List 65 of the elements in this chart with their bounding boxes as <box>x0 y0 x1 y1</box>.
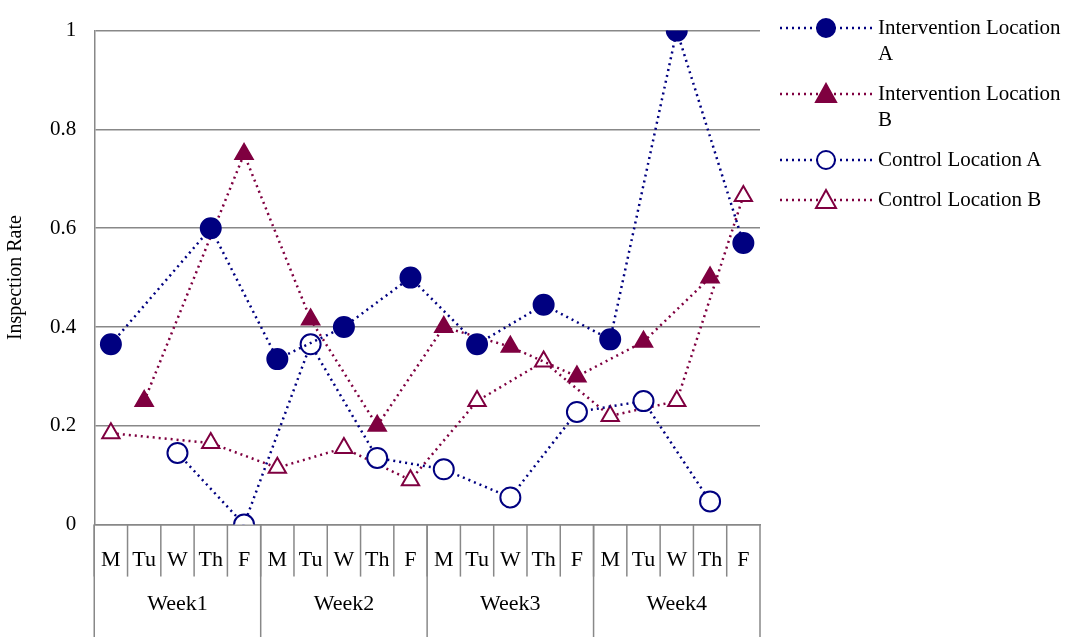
text: Week1 <box>147 590 208 616</box>
x-tick-label: F <box>737 545 750 571</box>
point <box>332 316 355 338</box>
x-tick-label: Th <box>364 545 390 571</box>
point <box>567 365 587 383</box>
point <box>732 232 755 255</box>
y-tick-label: 0.8 <box>50 115 77 140</box>
point <box>267 456 287 474</box>
x-tick-label: Th <box>198 545 223 571</box>
x-tick-label: Tu <box>298 545 323 571</box>
point <box>565 400 588 423</box>
point <box>166 441 189 464</box>
point <box>466 333 489 356</box>
point <box>101 422 121 440</box>
point <box>467 390 487 408</box>
point <box>633 330 654 348</box>
text: Week2 <box>313 590 375 616</box>
point <box>134 390 154 408</box>
point <box>533 350 554 368</box>
point <box>399 266 422 289</box>
point <box>667 390 687 408</box>
text: Week4 <box>646 590 708 616</box>
point <box>366 446 389 469</box>
point <box>434 316 454 333</box>
x-tick-label: W <box>499 545 521 571</box>
point <box>367 414 387 432</box>
point <box>632 390 655 413</box>
x-tick-label: M <box>101 545 121 571</box>
x-tick-label: W <box>167 545 189 571</box>
x-tick-label: F <box>404 545 417 571</box>
point <box>334 437 354 455</box>
point <box>532 293 555 316</box>
text: Week3 <box>480 590 541 616</box>
x-tick-label: M <box>267 545 288 571</box>
point <box>300 308 321 326</box>
y-tick-label: 0.6 <box>50 214 77 239</box>
x-tick-label: Tu <box>631 545 656 571</box>
y-tick-label: 0.2 <box>50 412 77 437</box>
point <box>299 333 322 356</box>
x-tick-label: W <box>333 545 355 571</box>
y-axis-title: Inspection Rate <box>3 215 27 341</box>
x-tick-label: M <box>600 545 620 571</box>
x-tick-label: F <box>570 545 584 571</box>
point <box>599 328 622 351</box>
point <box>600 404 620 422</box>
y-tick-label: 0 <box>65 511 77 536</box>
point <box>266 348 289 371</box>
point <box>500 335 520 353</box>
x-tick-label: Tu <box>132 545 157 571</box>
point <box>99 333 122 356</box>
y-tick-label: 1 <box>65 17 77 42</box>
x-tick-label: W <box>666 545 688 571</box>
legend-label: Control Location B <box>878 186 1043 212</box>
point <box>400 469 421 487</box>
x-tick-label: Th <box>697 545 723 571</box>
x-tick-label: F <box>237 545 251 571</box>
x-tick-label: Tu <box>465 545 489 571</box>
legend-label: Control Location A <box>878 146 1043 172</box>
legend-label: Intervention Location B <box>878 80 1062 132</box>
x-tick-label: Th <box>531 545 556 571</box>
y-tick-label: 0.4 <box>50 313 77 338</box>
point <box>201 432 221 450</box>
x-tick-label: M <box>433 545 454 571</box>
point <box>199 217 222 240</box>
legend-label: Intervention Location A <box>878 14 1062 66</box>
